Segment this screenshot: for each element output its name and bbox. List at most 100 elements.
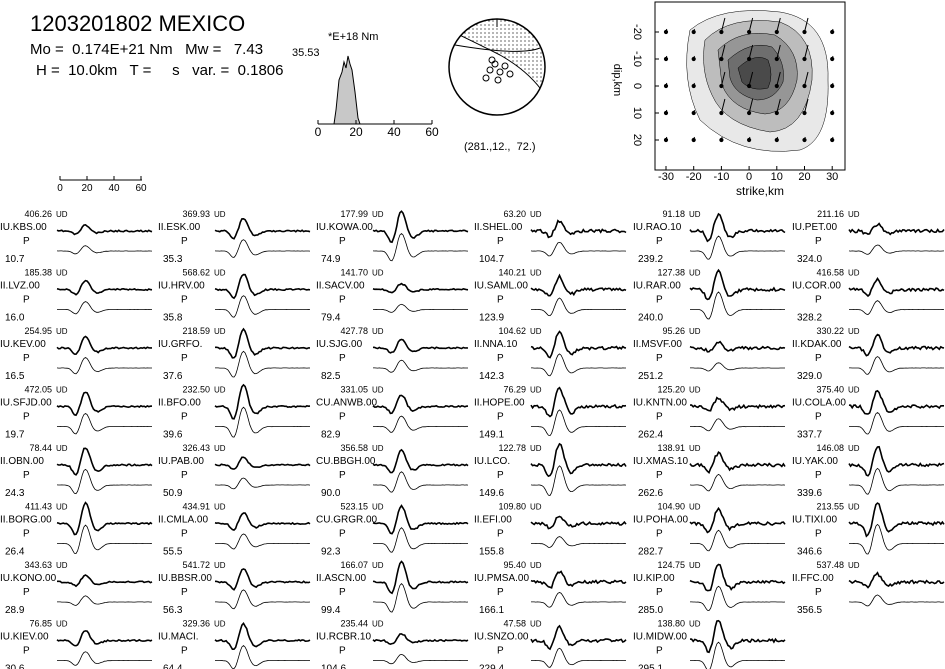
phase: P xyxy=(181,353,188,364)
azimuth: 19.7 xyxy=(5,430,25,441)
station-panel: 166.07 UD II.ASCN.00 P 99.4 xyxy=(316,560,469,616)
phase: P xyxy=(339,646,346,657)
phase: P xyxy=(656,412,663,423)
azimuth: 339.6 xyxy=(797,488,822,499)
amplitude: 76.85 xyxy=(29,619,52,629)
synthetic-waveform xyxy=(372,232,469,262)
observed-waveform xyxy=(530,330,627,359)
station-name: IU.MIDW.00 xyxy=(633,632,687,643)
stf-curve xyxy=(333,55,361,125)
synthetic-waveform xyxy=(849,411,944,435)
azimuth: 24.3 xyxy=(5,488,25,499)
component: UD xyxy=(689,444,701,453)
slip-node xyxy=(830,137,835,143)
synthetic-waveform xyxy=(215,350,310,378)
synthetic-waveform xyxy=(214,239,311,258)
slip-node xyxy=(663,56,669,62)
station-panel: 124.75 UD IU.KIP.00 P 285.0 xyxy=(633,560,786,616)
slip-node xyxy=(774,137,779,143)
component: UD xyxy=(848,269,860,278)
phase: P xyxy=(339,529,346,540)
station-name: II.LVZ.00 xyxy=(0,281,40,292)
station-panel: 95.26 UD II.MSVF.00 P 251.2 xyxy=(633,326,786,382)
component: UD xyxy=(56,561,68,570)
observed-waveform xyxy=(214,383,311,420)
component: UD xyxy=(56,269,68,278)
amplitude: 47.58 xyxy=(503,619,526,629)
station-name: IU.PAB.00 xyxy=(158,456,204,467)
amplitude: 104.62 xyxy=(498,326,526,336)
synthetic-waveform xyxy=(690,585,786,612)
component: UD xyxy=(214,620,226,629)
azimuth: 149.6 xyxy=(479,488,504,499)
slip-vector xyxy=(804,44,809,60)
amplitude: 472.05 xyxy=(24,385,52,395)
mechanism-label: (281.,12., 72.) xyxy=(464,141,536,153)
observed-waveform xyxy=(56,501,153,536)
x-tick-label: 10 xyxy=(771,171,783,183)
observed-waveform xyxy=(214,273,311,300)
component: UD xyxy=(530,327,542,336)
phase: P xyxy=(656,646,663,657)
amplitude: 523.15 xyxy=(340,502,368,512)
synthetic-waveform xyxy=(848,300,945,315)
station-panel: 146.08 UD IU.YAK.00 P 339.6 xyxy=(792,443,945,499)
station-name: II.NNA.10 xyxy=(474,339,518,350)
slip-node xyxy=(719,29,724,35)
station-name: IU.RAR.00 xyxy=(633,281,681,292)
observed-waveform xyxy=(689,212,786,243)
synthetic-waveform xyxy=(530,647,627,668)
station-panel: 343.63 UD IU.KONO.00 P 28.9 xyxy=(0,560,153,616)
phase: P xyxy=(23,646,30,657)
x-tick-label: 60 xyxy=(425,125,439,139)
slip-node xyxy=(747,56,752,62)
amplitude: 146.08 xyxy=(816,443,844,453)
phase: P xyxy=(23,295,30,306)
amplitude: 411.43 xyxy=(25,502,52,512)
x-tick-label: -10 xyxy=(713,171,729,183)
amplitude: 427.78 xyxy=(340,326,368,336)
synthetic-waveform xyxy=(690,362,785,372)
slip-node xyxy=(774,56,779,62)
station-name: II.CMLA.00 xyxy=(158,515,208,526)
phase: P xyxy=(339,587,346,598)
phase: P xyxy=(339,412,346,423)
component: UD xyxy=(372,561,384,570)
phase: P xyxy=(181,646,188,657)
slip-node xyxy=(747,137,752,143)
station-panel: 127.38 UD IU.RAR.00 P 240.0 xyxy=(633,268,786,324)
observed-waveform xyxy=(530,273,627,297)
station-panel: 326.43 UD IU.PAB.00 P 50.9 xyxy=(158,443,311,499)
component: UD xyxy=(530,444,542,453)
slip-node xyxy=(830,29,835,35)
station-panel: 472.05 UD IU.SFJD.00 P 19.7 xyxy=(0,385,153,441)
slip-vector xyxy=(720,17,726,33)
phase: P xyxy=(497,587,504,598)
slip-node xyxy=(774,83,779,89)
observed-waveform xyxy=(56,223,153,236)
observed-waveform xyxy=(372,448,469,474)
slip-vector xyxy=(804,71,809,87)
component: UD xyxy=(689,269,701,278)
component: UD xyxy=(214,269,226,278)
phase: P xyxy=(497,529,504,540)
slip-vector xyxy=(776,17,781,33)
station-name: II.OBN.00 xyxy=(0,456,44,467)
station-panel: 330.22 UD II.KDAK.00 P 329.0 xyxy=(792,326,945,382)
slip-node xyxy=(691,83,696,89)
synthetic-waveform xyxy=(530,297,627,317)
phase: P xyxy=(815,295,822,306)
azimuth: 99.4 xyxy=(321,605,341,616)
amplitude: 537.48 xyxy=(816,560,844,570)
amplitude: 140.21 xyxy=(498,268,526,278)
phase: P xyxy=(815,587,822,598)
slip-node xyxy=(830,110,835,116)
amplitude: 125.20 xyxy=(657,385,685,395)
slip-vector xyxy=(804,17,809,33)
phase: P xyxy=(181,470,188,481)
azimuth: 35.8 xyxy=(163,313,183,324)
station-name: IU.MACI. xyxy=(158,632,199,643)
azimuth: 149.1 xyxy=(479,430,504,441)
synthetic-waveform xyxy=(215,295,311,318)
